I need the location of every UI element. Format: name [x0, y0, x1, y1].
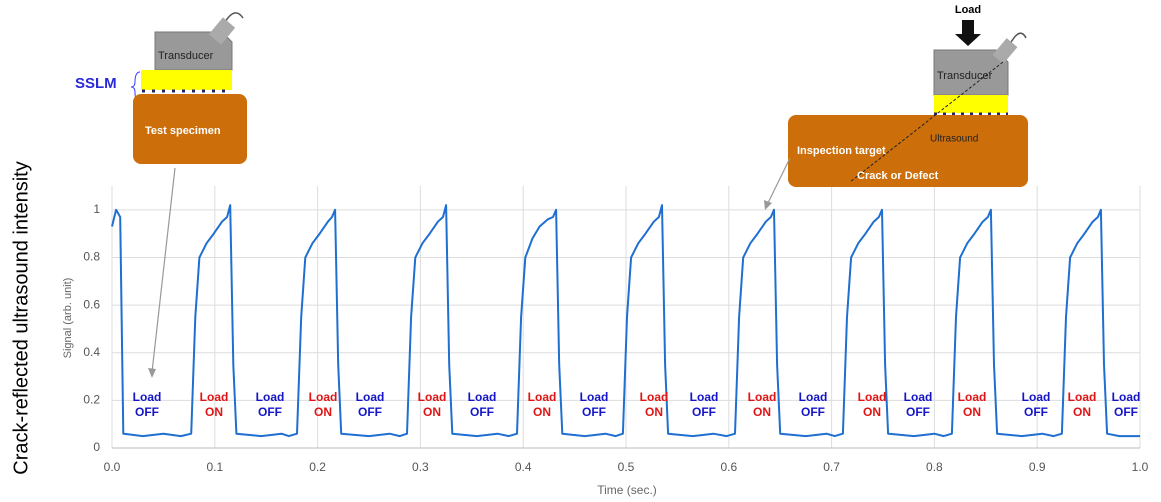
- load-label-line2: OFF: [801, 405, 825, 419]
- load-label-line2: ON: [645, 405, 663, 419]
- load-label-line2: OFF: [582, 405, 606, 419]
- y-tick-label: 0: [93, 440, 100, 454]
- load-label-line2: OFF: [692, 405, 716, 419]
- load-label-line2: OFF: [470, 405, 494, 419]
- load-label: Load: [955, 4, 981, 16]
- load-arrow: [955, 20, 981, 46]
- load-label-line2: OFF: [135, 405, 159, 419]
- load-label-line1: Load: [256, 390, 285, 404]
- load-label-line1: Load: [858, 390, 887, 404]
- load-label-line1: Load: [580, 390, 609, 404]
- left-diagram: Transducer SSLM Test specimen: [75, 13, 247, 378]
- chart: 0 0.2 0.4 0.6 0.8 1 0.0 0.1 0.2 0.3 0.4 0.5 0.6 0.7 0.…: [0, 0, 1161, 502]
- target-label: Inspection target: [797, 145, 886, 157]
- load-label-line1: Load: [528, 390, 557, 404]
- y-tick-label: 0.8: [83, 250, 100, 264]
- load-label-line2: ON: [863, 405, 881, 419]
- x-tick-label: 1.0: [1132, 460, 1149, 474]
- load-label-line2: ON: [205, 405, 223, 419]
- x-tick-label: 0.6: [720, 460, 737, 474]
- load-label-line2: OFF: [258, 405, 282, 419]
- load-label-line2: ON: [1073, 405, 1091, 419]
- load-label-line1: Load: [748, 390, 777, 404]
- x-tick-label: 0.2: [309, 460, 326, 474]
- load-label: LoadON: [640, 390, 669, 419]
- load-label-line1: Load: [133, 390, 162, 404]
- cable: [225, 13, 243, 22]
- x-tick-label: 0.0: [104, 460, 121, 474]
- x-axis-title: Time (sec.): [597, 483, 657, 497]
- load-label-line1: Load: [200, 390, 229, 404]
- pointer-arrow: [152, 168, 175, 372]
- transducer-label: Transducer: [937, 70, 993, 82]
- load-label: LoadON: [958, 390, 987, 419]
- y-axis-subtitle: Signal (arb. unit): [62, 278, 74, 359]
- y-tick-label: 1: [93, 202, 100, 216]
- y-tick-label: 0.4: [83, 345, 100, 359]
- wave-label: Ultrasound: [930, 134, 978, 145]
- load-label-line2: ON: [423, 405, 441, 419]
- defect-label: Crack or Defect: [857, 170, 939, 182]
- x-tick-label: 0.7: [823, 460, 840, 474]
- load-label-line1: Load: [418, 390, 447, 404]
- x-tick-label: 0.4: [515, 460, 532, 474]
- load-label-line2: OFF: [906, 405, 930, 419]
- pointer-head: [764, 200, 772, 210]
- load-label-line2: OFF: [1024, 405, 1048, 419]
- load-label-line2: ON: [753, 405, 771, 419]
- load-label-line1: Load: [799, 390, 828, 404]
- sslm-label: SSLM: [75, 75, 117, 92]
- load-label-line1: Load: [690, 390, 719, 404]
- load-label-line1: Load: [1022, 390, 1051, 404]
- load-label-line1: Load: [309, 390, 338, 404]
- plot: 0 0.2 0.4 0.6 0.8 1 0.0 0.1 0.2 0.3 0.4 0.5 0.6 0.7 0.…: [83, 186, 1148, 474]
- x-tick-label: 0.3: [412, 460, 429, 474]
- specimen-label: Test specimen: [145, 125, 221, 137]
- load-label-line2: OFF: [1114, 405, 1138, 419]
- cable: [1010, 33, 1026, 44]
- right-diagram: Load Transducer Ultrasound Inspection ta…: [764, 4, 1028, 210]
- y-tick-label: 0.6: [83, 297, 100, 311]
- sslm-layer: [141, 70, 232, 90]
- sslm-layer: [934, 95, 1008, 113]
- load-label-line1: Load: [356, 390, 385, 404]
- x-tick-label: 0.9: [1029, 460, 1046, 474]
- pointer-arrow: [767, 158, 790, 205]
- load-label-line2: ON: [533, 405, 551, 419]
- load-label-line2: ON: [314, 405, 332, 419]
- load-label-line1: Load: [468, 390, 497, 404]
- load-label-line1: Load: [640, 390, 669, 404]
- x-tick-label: 0.1: [206, 460, 223, 474]
- load-label-line1: Load: [958, 390, 987, 404]
- x-tick-label: 0.8: [926, 460, 943, 474]
- pointer-head: [148, 368, 156, 378]
- load-label-line1: Load: [904, 390, 933, 404]
- load-label-line1: Load: [1112, 390, 1141, 404]
- load-label-line1: Load: [1068, 390, 1097, 404]
- load-label-line2: OFF: [358, 405, 382, 419]
- transducer-label: Transducer: [158, 50, 214, 62]
- y-axis-title: Crack-reflected ultrasound intensity: [10, 161, 32, 474]
- load-label-line2: ON: [963, 405, 981, 419]
- x-tick-label: 0.5: [618, 460, 635, 474]
- y-tick-label: 0.2: [83, 393, 100, 407]
